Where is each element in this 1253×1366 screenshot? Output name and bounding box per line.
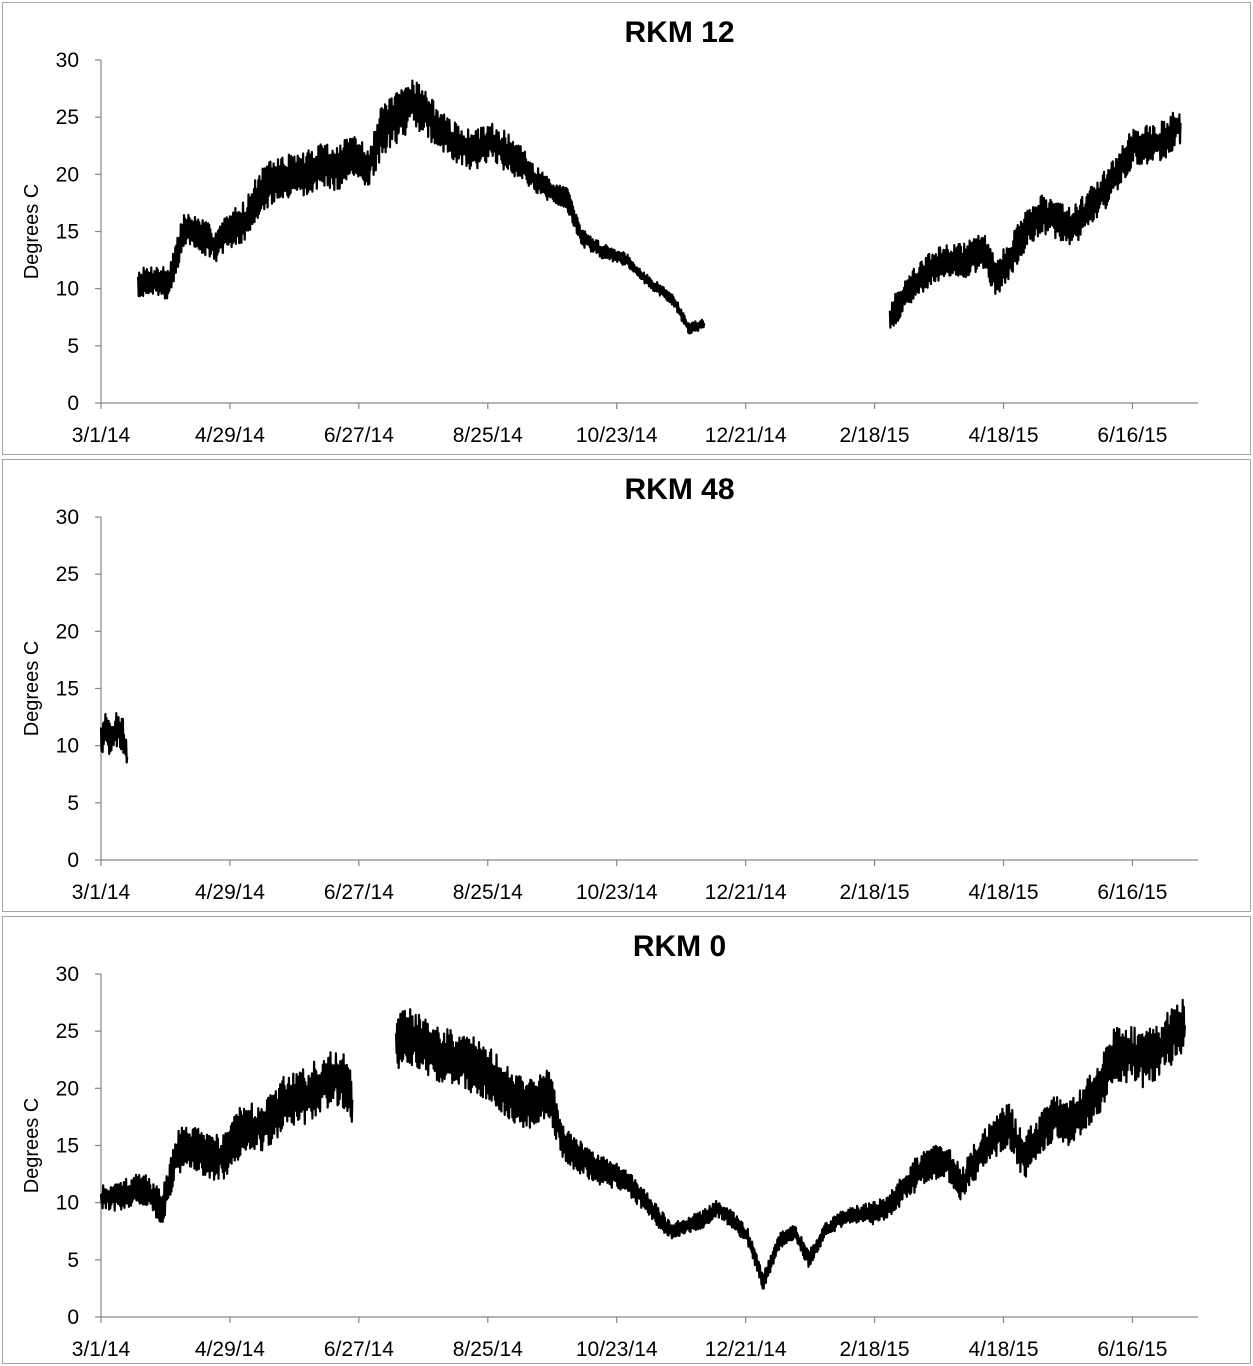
chart-0-y-tick-label-0: 0	[67, 392, 79, 415]
chart-0-title: RKM 12	[624, 16, 734, 49]
chart-1-x-tick-label-5: 12/21/14	[705, 881, 787, 904]
chart-1-x-tick-label-2: 6/27/14	[324, 881, 394, 904]
chart-1-x-tick-label-1: 4/29/14	[195, 881, 265, 904]
chart-2-x-tick-label-4: 10/23/14	[576, 1338, 658, 1361]
chart-1-y-tick-label-0: 0	[67, 849, 79, 872]
chart-0-y-tick-label-3: 15	[56, 221, 79, 244]
chart-panel-rkm-0: RKM 0 Degrees C 0 5 10 15 20 25 30 3/1/14 4/29/14 6…	[0, 914, 1253, 1366]
chart-2-series-0-segment-1	[394, 998, 1186, 1290]
chart-0-x-tick-label-4: 10/23/14	[576, 424, 658, 447]
chart-0-x-tick-label-2: 6/27/14	[324, 424, 394, 447]
chart-1-x-tick-label-6: 2/18/15	[840, 881, 910, 904]
chart-0-y-tick-label-4: 20	[56, 163, 79, 186]
chart-1-x-tick-label-8: 6/16/15	[1097, 881, 1167, 904]
chart-2-title: RKM 0	[633, 930, 726, 963]
chart-2-y-tick-label-3: 15	[56, 1135, 79, 1158]
chart-1-y-tick-label-6: 30	[56, 506, 79, 529]
chart-2-x-tick-label-2: 6/27/14	[324, 1338, 394, 1361]
chart-1-x-tick-label-0: 3/1/14	[72, 881, 131, 904]
chart-1-y-axis-label: Degrees C	[21, 641, 43, 737]
chart-1-y-tick-label-5: 25	[56, 563, 79, 586]
chart-2-y-tick-label-5: 25	[56, 1020, 79, 1043]
chart-panel-rkm-48: RKM 48 Degrees C 0 5 10 15 20 25 30 3/1/14 4/29/14…	[0, 457, 1253, 914]
chart-2-y-tick-label-6: 30	[56, 963, 79, 986]
chart-0-x-tick-label-1: 4/29/14	[195, 424, 265, 447]
chart-1-frame	[2, 459, 1251, 912]
chart-0-series-0-segment-1	[888, 111, 1182, 329]
chart-2-x-tick-label-8: 6/16/15	[1097, 1338, 1167, 1361]
chart-1-y-tick-label-3: 15	[56, 678, 79, 701]
chart-2-y-tick-label-2: 10	[56, 1192, 79, 1215]
chart-rkm-48: RKM 48 Degrees C 0 5 10 15 20 25 30 3/1/14 4/29/14…	[2, 459, 1251, 912]
chart-0-x-tick-label-6: 2/18/15	[840, 424, 910, 447]
chart-panel-rkm-12: RKM 12 Degrees C 0 5 10 15 20 25 30 3/1/14 4/29/14…	[0, 0, 1253, 457]
chart-2-y-tick-label-1: 5	[67, 1249, 79, 1272]
chart-2-x-tick-label-0: 3/1/14	[72, 1338, 131, 1361]
chart-1-x-tick-label-4: 10/23/14	[576, 881, 658, 904]
chart-0-y-tick-label-6: 30	[56, 49, 79, 72]
chart-0-x-tick-label-3: 8/25/14	[453, 424, 523, 447]
chart-0-y-axis-label: Degrees C	[21, 184, 43, 280]
chart-0-y-tick-label-2: 10	[56, 278, 79, 301]
chart-0-x-tick-label-7: 4/18/15	[968, 424, 1038, 447]
chart-1-x-tick-label-3: 8/25/14	[453, 881, 523, 904]
chart-2-x-tick-label-3: 8/25/14	[453, 1338, 523, 1361]
chart-0-y-tick-label-1: 5	[67, 335, 79, 358]
chart-2-series-0-segment-0	[99, 1051, 354, 1223]
chart-0-x-tick-label-8: 6/16/15	[1097, 424, 1167, 447]
chart-2-y-tick-label-0: 0	[67, 1306, 79, 1329]
chart-2-y-tick-label-4: 20	[56, 1077, 79, 1100]
chart-rkm-12: RKM 12 Degrees C 0 5 10 15 20 25 30 3/1/14 4/29/14…	[2, 2, 1251, 455]
chart-2-x-tick-label-5: 12/21/14	[705, 1338, 787, 1361]
chart-0-series-0-segment-0	[137, 79, 706, 335]
chart-2-y-axis-label: Degrees C	[21, 1098, 43, 1194]
chart-2-x-tick-label-1: 4/29/14	[195, 1338, 265, 1361]
chart-1-y-tick-label-2: 10	[56, 735, 79, 758]
chart-2-x-tick-label-6: 2/18/15	[840, 1338, 910, 1361]
chart-0-y-tick-label-5: 25	[56, 106, 79, 129]
chart-1-y-tick-label-1: 5	[67, 792, 79, 815]
chart-1-y-tick-label-4: 20	[56, 620, 79, 643]
chart-0-x-tick-label-5: 12/21/14	[705, 424, 787, 447]
chart-0-x-tick-label-0: 3/1/14	[72, 424, 131, 447]
chart-1-x-tick-label-7: 4/18/15	[968, 881, 1038, 904]
chart-1-series-0-segment-0	[99, 712, 129, 764]
chart-2-x-tick-label-7: 4/18/15	[968, 1338, 1038, 1361]
chart-rkm-0: RKM 0 Degrees C 0 5 10 15 20 25 30 3/1/14 4/29/14 6…	[2, 916, 1251, 1364]
chart-1-title: RKM 48	[624, 473, 734, 506]
